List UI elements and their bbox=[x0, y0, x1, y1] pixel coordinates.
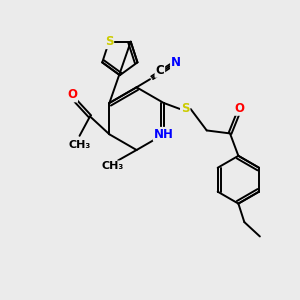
Text: S: S bbox=[105, 35, 113, 48]
Text: NH: NH bbox=[154, 128, 174, 141]
Text: O: O bbox=[235, 102, 245, 115]
Text: O: O bbox=[67, 88, 77, 101]
Text: CH₃: CH₃ bbox=[101, 161, 124, 171]
Text: C: C bbox=[155, 64, 164, 77]
Text: CH₃: CH₃ bbox=[68, 140, 91, 150]
Text: S: S bbox=[181, 102, 190, 116]
Text: N: N bbox=[171, 56, 181, 69]
